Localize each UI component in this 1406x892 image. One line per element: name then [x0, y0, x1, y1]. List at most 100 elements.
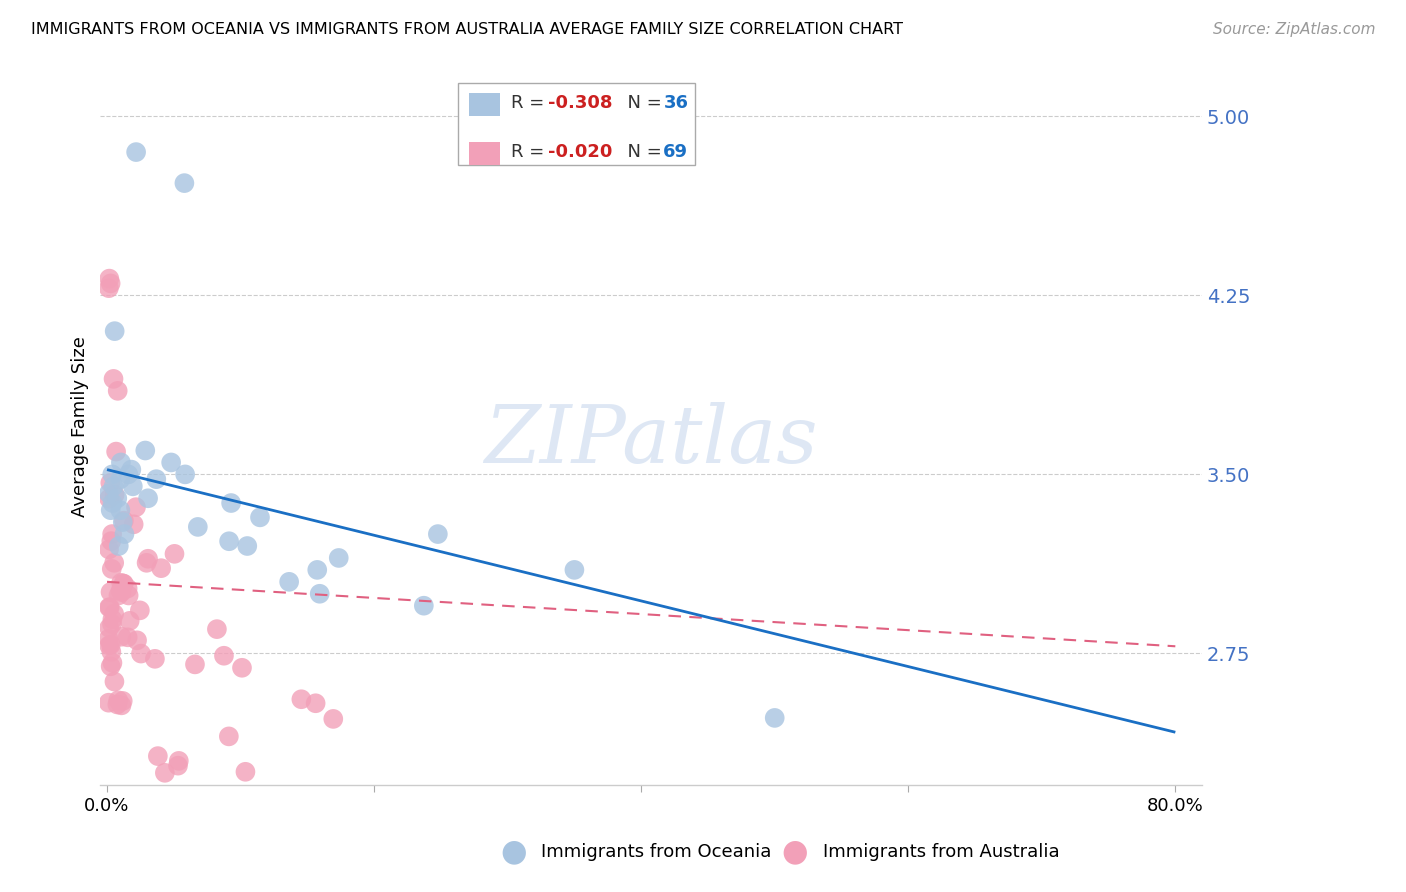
Point	[304, 696, 326, 710]
Y-axis label: Average Family Size: Average Family Size	[72, 336, 89, 517]
Text: Immigrants from Australia: Immigrants from Australia	[823, 843, 1059, 861]
Point	[125, 500, 148, 515]
Point	[101, 612, 124, 626]
Text: R =: R =	[512, 94, 550, 112]
Point	[308, 587, 330, 601]
Text: IMMIGRANTS FROM OCEANIA VS IMMIGRANTS FROM AUSTRALIA AVERAGE FAMILY SIZE CORRELA: IMMIGRANTS FROM OCEANIA VS IMMIGRANTS FR…	[31, 22, 903, 37]
Point	[100, 277, 122, 291]
Point	[101, 527, 124, 541]
Point	[163, 547, 186, 561]
Point	[101, 656, 124, 670]
Point	[322, 712, 344, 726]
Point	[117, 630, 139, 644]
Point	[111, 694, 134, 708]
Point	[105, 444, 128, 458]
Point	[187, 520, 209, 534]
Point	[107, 589, 129, 603]
Text: 69: 69	[664, 144, 689, 161]
Point	[100, 645, 122, 659]
Point	[100, 562, 122, 576]
Point	[118, 614, 141, 628]
Point	[112, 514, 135, 528]
Text: N =: N =	[616, 94, 668, 112]
Point	[98, 600, 121, 615]
Point	[122, 517, 145, 532]
FancyBboxPatch shape	[470, 93, 501, 116]
Point	[98, 271, 121, 285]
Point	[426, 527, 449, 541]
Point	[110, 583, 132, 598]
Point	[174, 467, 197, 482]
Point	[564, 563, 586, 577]
Point	[100, 659, 122, 673]
Point	[110, 455, 132, 469]
Point	[129, 647, 152, 661]
Text: 36: 36	[664, 94, 689, 112]
Point	[110, 698, 132, 713]
Point	[125, 633, 148, 648]
Point	[134, 443, 156, 458]
Point	[110, 503, 132, 517]
Point	[101, 617, 124, 632]
Point	[117, 582, 139, 596]
Point	[110, 575, 132, 590]
Point	[231, 661, 253, 675]
Point	[218, 730, 240, 744]
Point	[98, 475, 121, 490]
Point	[236, 539, 259, 553]
Point	[218, 534, 240, 549]
Point	[290, 692, 312, 706]
Text: -0.308: -0.308	[547, 94, 612, 112]
Point	[184, 657, 207, 672]
Point	[100, 503, 122, 517]
Point	[104, 488, 127, 502]
Point	[117, 467, 139, 482]
Point	[328, 551, 350, 566]
Point	[307, 563, 329, 577]
Point	[167, 754, 190, 768]
Point	[104, 324, 127, 338]
Point	[98, 600, 121, 615]
Point	[103, 372, 125, 386]
Text: Immigrants from Oceania: Immigrants from Oceania	[541, 843, 772, 861]
Point	[97, 281, 120, 295]
Point	[98, 639, 121, 653]
Point	[125, 145, 148, 159]
Text: ●: ●	[782, 838, 807, 866]
Point	[103, 674, 125, 689]
Point	[135, 556, 157, 570]
Point	[103, 479, 125, 493]
Point	[107, 384, 129, 398]
Point	[145, 472, 167, 486]
Point	[107, 693, 129, 707]
Point	[97, 632, 120, 646]
Point	[173, 176, 195, 190]
Point	[117, 589, 139, 603]
Point	[143, 652, 166, 666]
Text: Source: ZipAtlas.com: Source: ZipAtlas.com	[1212, 22, 1375, 37]
Point	[146, 749, 169, 764]
Point	[111, 585, 134, 599]
FancyBboxPatch shape	[458, 83, 695, 165]
Point	[107, 539, 129, 553]
Text: N =: N =	[616, 144, 668, 161]
Point	[278, 574, 301, 589]
Point	[150, 561, 173, 575]
Point	[100, 638, 122, 652]
FancyBboxPatch shape	[470, 143, 501, 165]
Point	[101, 467, 124, 482]
Point	[160, 455, 183, 469]
Point	[120, 462, 142, 476]
Text: R =: R =	[512, 144, 550, 161]
Point	[111, 515, 134, 529]
Point	[205, 622, 228, 636]
Point	[105, 491, 128, 506]
Point	[98, 621, 121, 635]
Point	[97, 486, 120, 500]
Point	[112, 577, 135, 591]
Text: -0.020: -0.020	[547, 144, 612, 161]
Point	[112, 576, 135, 591]
Point	[100, 534, 122, 549]
Point	[763, 711, 786, 725]
Point	[128, 603, 150, 617]
